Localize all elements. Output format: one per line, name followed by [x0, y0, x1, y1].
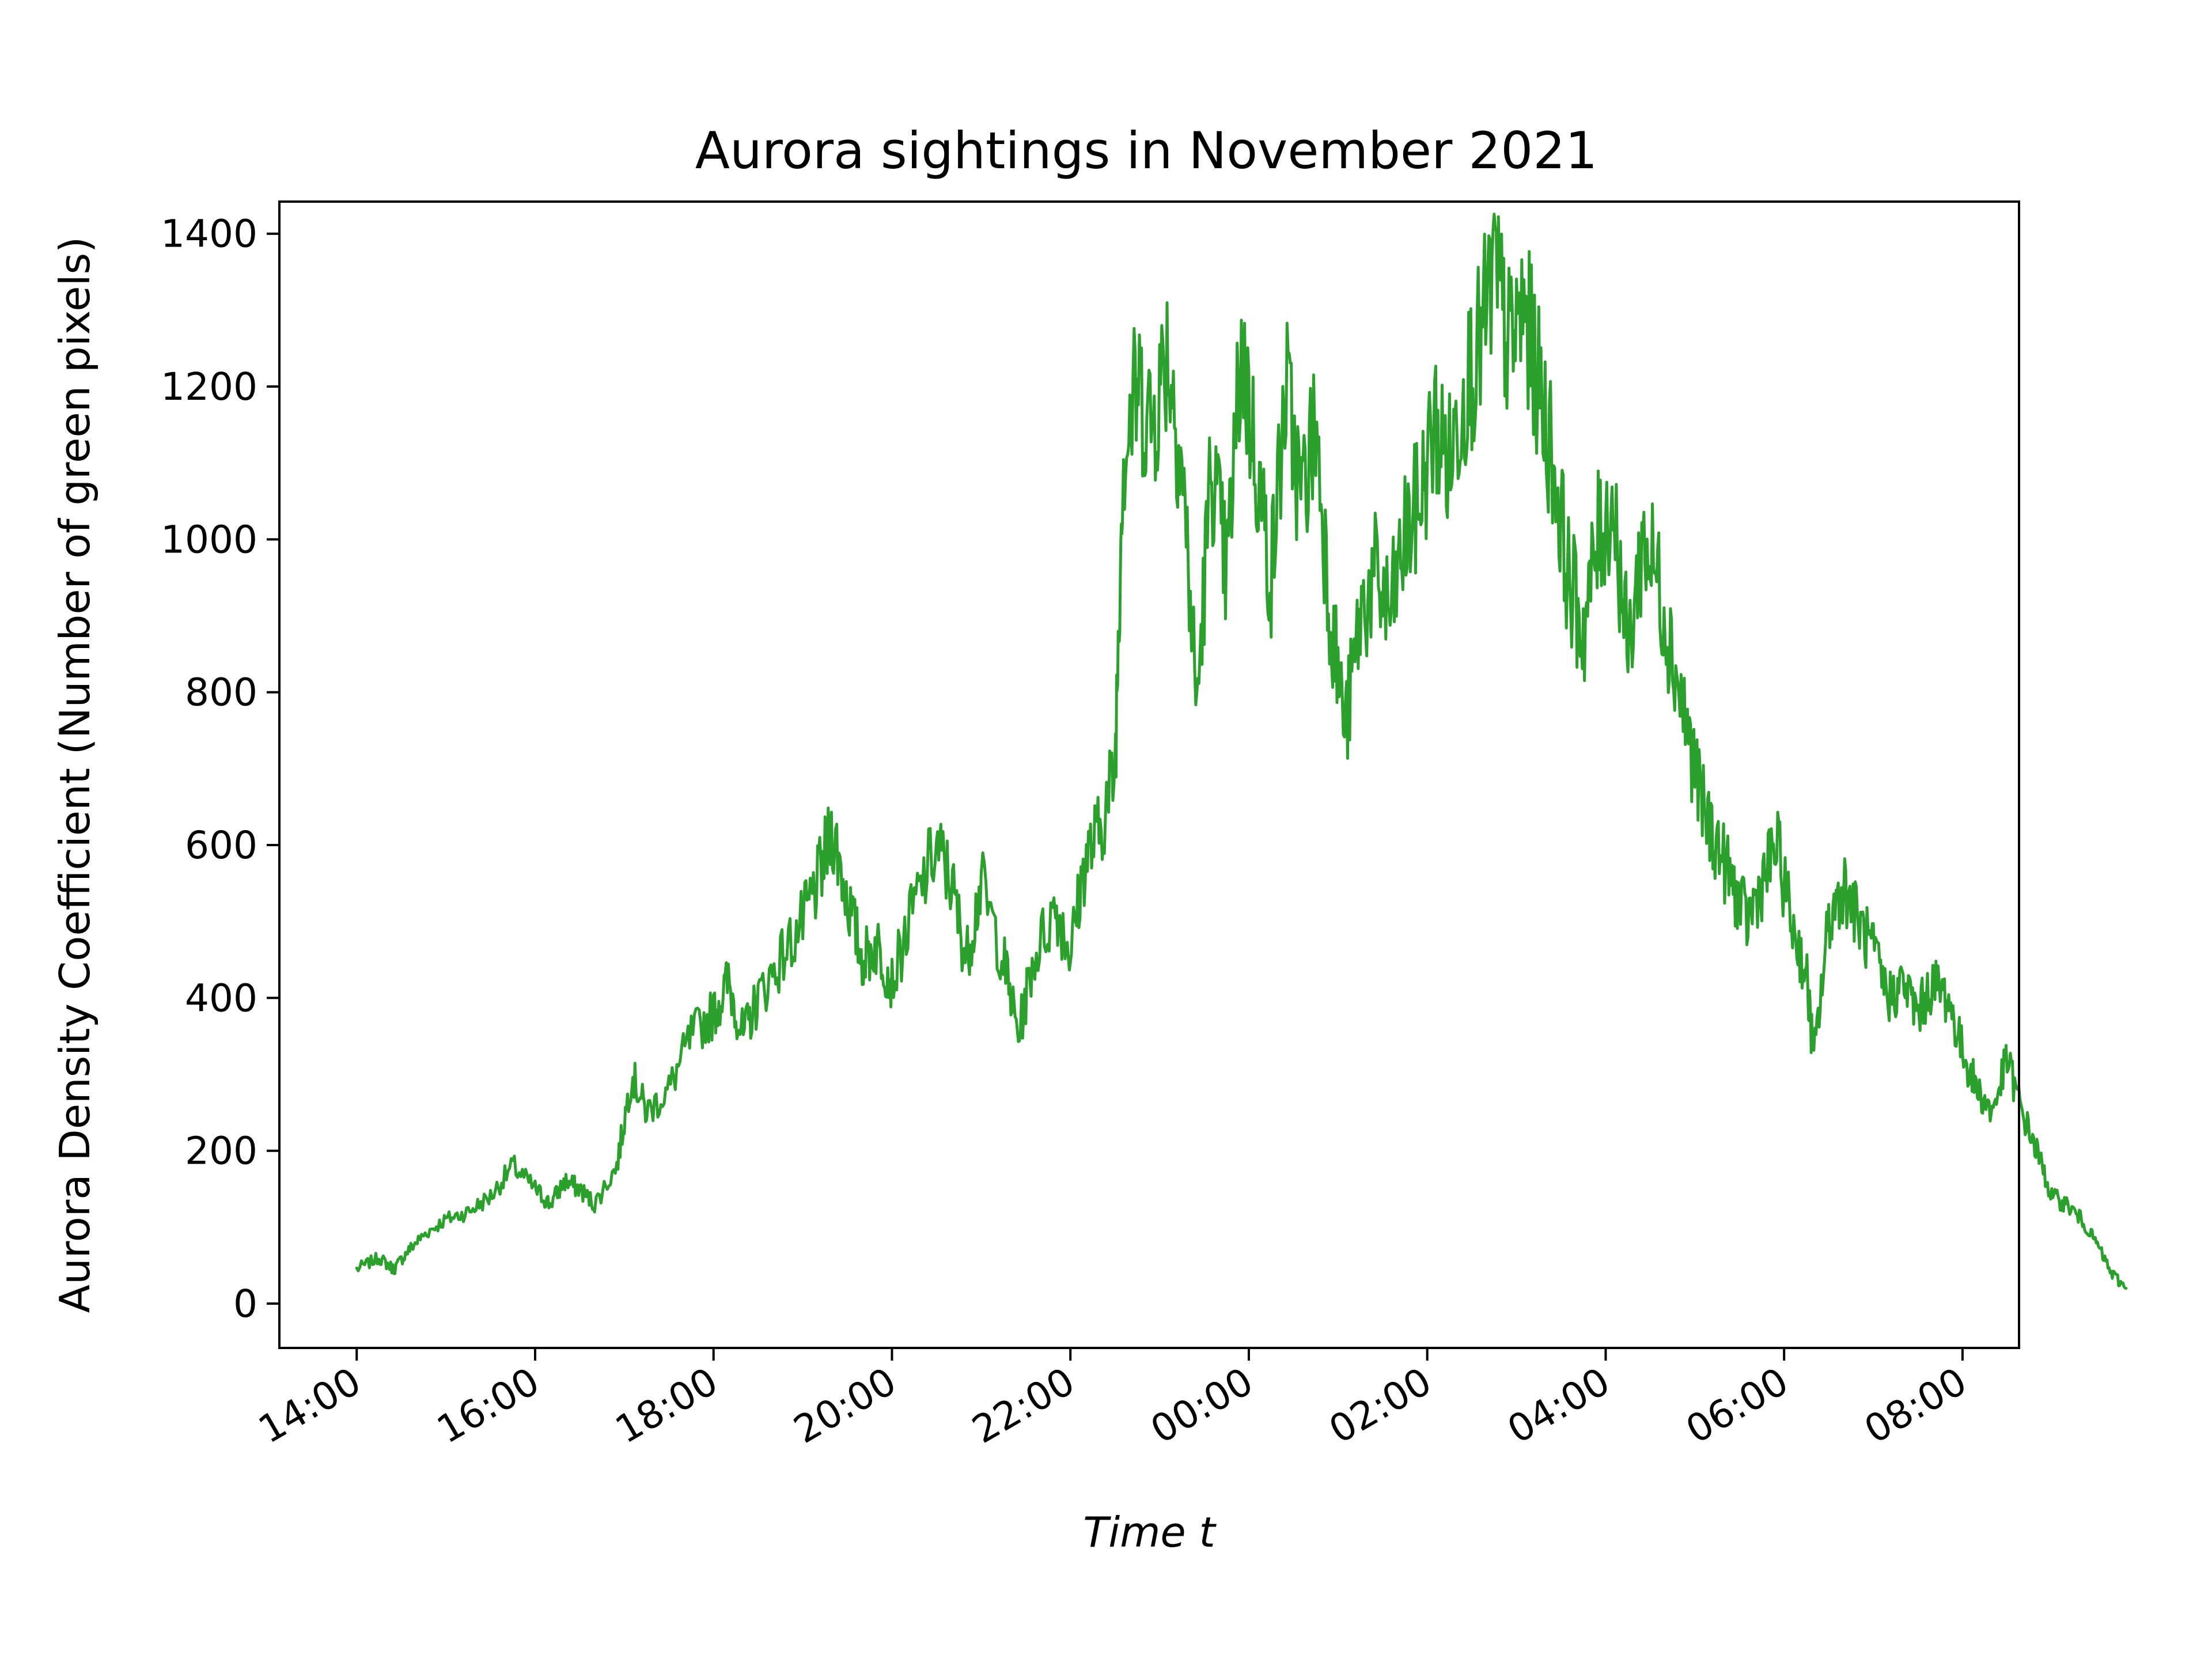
- x-tick-label-1: 16:00: [430, 1359, 547, 1452]
- y-tick-label-4: 800: [185, 671, 257, 715]
- y-axis: 0 200 400 600 800 1000 1200 1400: [161, 212, 279, 1326]
- y-tick-label-1: 200: [185, 1129, 257, 1173]
- series-line: [355, 213, 2128, 1290]
- x-tick-label-8: 06:00: [1679, 1359, 1796, 1452]
- plot-frame: [278, 200, 2020, 1349]
- plot-area: [278, 200, 2128, 1349]
- x-tick-label-2: 18:00: [608, 1359, 725, 1452]
- x-tick-label-0: 14:00: [251, 1359, 368, 1452]
- y-tick-label-3: 600: [185, 823, 257, 868]
- x-axis-label: Time t: [1083, 1508, 1217, 1556]
- x-tick-label-7: 04:00: [1500, 1359, 1617, 1452]
- x-axis: 14:00 16:00 18:00 20:00 22:00 00:00 02:00 04:00…: [251, 1348, 1974, 1452]
- x-tick-label-9: 08:00: [1857, 1359, 1974, 1452]
- y-tick-label-5: 1000: [161, 517, 257, 562]
- y-tick-label-6: 1200: [161, 365, 257, 409]
- chart-title: Aurora sightings in November 2021: [695, 121, 1597, 180]
- x-tick-label-3: 20:00: [786, 1359, 903, 1452]
- y-tick-label-0: 0: [233, 1282, 257, 1326]
- y-axis-label: Aurora Density Coefficient (Number of gr…: [51, 237, 99, 1313]
- y-tick-label-2: 400: [185, 976, 257, 1020]
- x-tick-label-6: 02:00: [1321, 1359, 1438, 1452]
- x-tick-label-4: 22:00: [965, 1359, 1082, 1452]
- x-tick-label-5: 00:00: [1143, 1359, 1260, 1452]
- y-tick-label-7: 1400: [161, 212, 257, 256]
